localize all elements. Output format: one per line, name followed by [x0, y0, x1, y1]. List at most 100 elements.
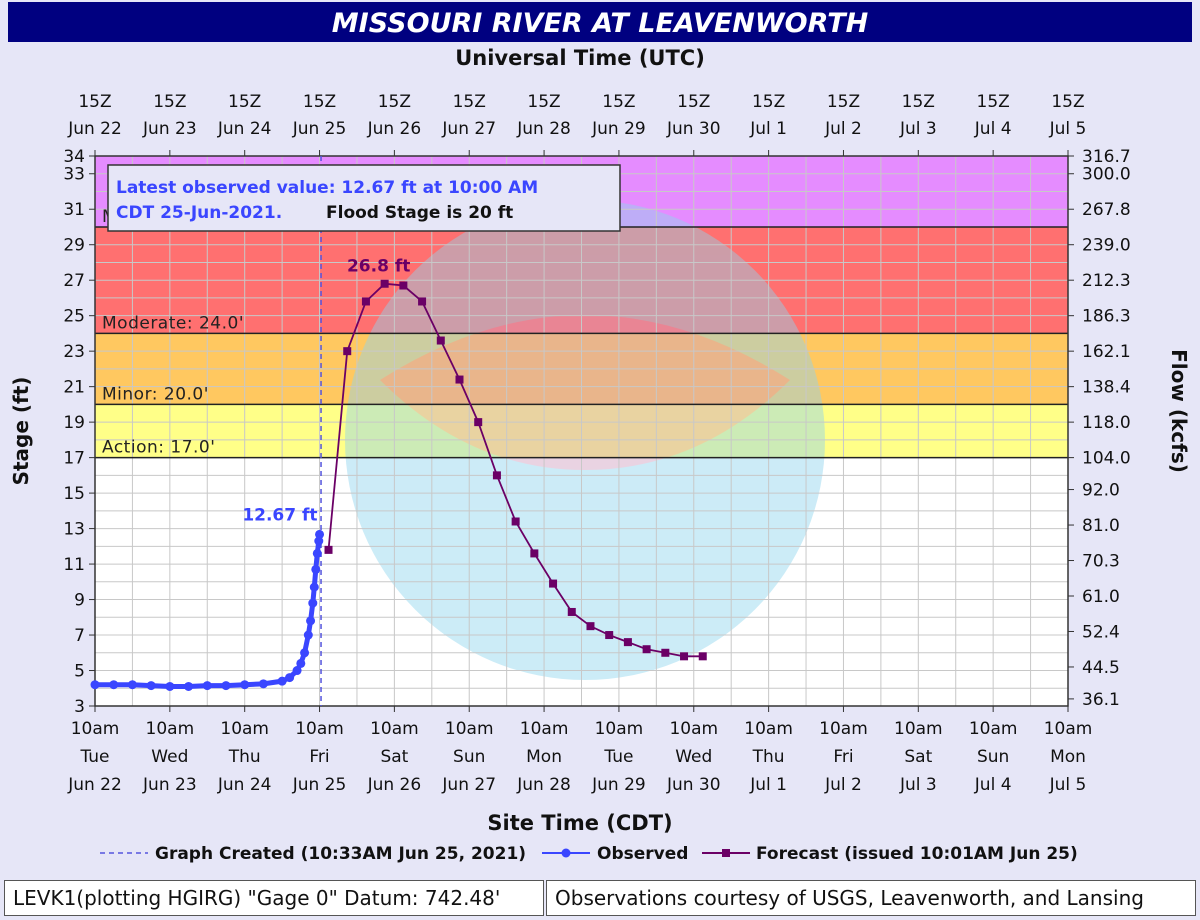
left-tick-label: 7	[74, 626, 85, 646]
observed-point	[309, 582, 319, 592]
top-tick-date: Jul 3	[899, 119, 937, 139]
bottom-axis-title: Site Time (CDT)	[487, 811, 672, 835]
forecast-point	[605, 631, 614, 640]
legend-observed-label: Observed	[597, 844, 688, 864]
top-tick-hour: 15Z	[527, 92, 560, 112]
forecast-point	[567, 607, 576, 616]
forecast-point	[530, 549, 539, 558]
stage-line-label-1: Minor: 20.0'	[102, 384, 209, 404]
stage-line-label-0: Action: 17.0'	[102, 438, 215, 458]
top-tick-hour: 15Z	[303, 92, 336, 112]
stage-line-label-2: Moderate: 24.0'	[102, 313, 244, 333]
bottom-tick-hour: 10am	[744, 719, 793, 739]
bottom-tick-weekday: Fri	[833, 747, 853, 767]
watermark-bird	[380, 315, 790, 470]
left-tick-label: 21	[63, 378, 85, 398]
legend-observed-marker	[561, 848, 571, 858]
info-box-line2b: Flood Stage is 20 ft	[326, 203, 513, 223]
left-tick-label: 23	[63, 342, 85, 362]
top-tick-hour: 15Z	[977, 92, 1010, 112]
bottom-tick-hour: 10am	[71, 719, 120, 739]
observed-point	[285, 673, 295, 683]
top-tick-hour: 15Z	[1051, 92, 1084, 112]
bottom-tick-hour: 10am	[969, 719, 1018, 739]
right-tick-label: 70.3	[1082, 552, 1120, 572]
top-axis-title: Universal Time (UTC)	[455, 46, 705, 70]
observed-point	[306, 616, 316, 626]
peak-label: 26.8 ft	[347, 257, 410, 277]
top-tick-date: Jun 27	[441, 119, 496, 139]
observed-point	[221, 681, 231, 691]
bottom-tick-date: Jun 29	[591, 775, 646, 795]
top-tick-date: Jul 5	[1049, 119, 1087, 139]
bottom-tick-weekday: Wed	[151, 747, 188, 767]
top-tick-date: Jun 26	[367, 119, 422, 139]
bottom-tick-hour: 10am	[220, 719, 269, 739]
left-tick-label: 9	[74, 591, 85, 611]
observed-point	[296, 658, 306, 668]
observed-point	[165, 681, 175, 691]
legend-forecast-marker	[722, 849, 730, 857]
top-tick-hour: 15Z	[902, 92, 935, 112]
forecast-point	[511, 517, 520, 526]
observed-point	[303, 630, 313, 640]
left-tick-label: 33	[63, 165, 85, 185]
right-axis-title: Flow (kcfs)	[1167, 349, 1191, 473]
forecast-point	[623, 638, 632, 647]
observed-point	[127, 680, 137, 690]
forecast-point	[399, 281, 408, 290]
bottom-tick-weekday: Fri	[309, 747, 329, 767]
right-tick-label: 186.3	[1082, 307, 1131, 327]
top-tick-hour: 15Z	[677, 92, 710, 112]
right-tick-label: 267.8	[1082, 200, 1131, 220]
left-tick-label: 11	[63, 555, 85, 575]
forecast-point	[418, 297, 427, 306]
right-tick-label: 162.1	[1082, 342, 1131, 362]
bottom-tick-date: Jun 26	[367, 775, 422, 795]
left-tick-label: 27	[63, 271, 85, 291]
bottom-tick-date: Jun 28	[516, 775, 571, 795]
left-tick-label: 15	[63, 484, 85, 504]
forecast-point	[343, 347, 352, 356]
bottom-tick-date: Jun 23	[142, 775, 197, 795]
left-tick-label: 5	[74, 662, 85, 682]
top-tick-date: Jul 4	[974, 119, 1012, 139]
right-tick-label: 239.0	[1082, 236, 1131, 256]
observed-point	[90, 680, 100, 690]
top-tick-date: Jul 1	[749, 119, 787, 139]
forecast-point	[361, 297, 370, 306]
observed-point	[292, 666, 302, 676]
right-tick-label: 138.4	[1082, 378, 1131, 398]
forecast-point	[492, 471, 501, 480]
bottom-tick-hour: 10am	[146, 719, 195, 739]
right-tick-label: 104.0	[1082, 449, 1131, 469]
bottom-tick-date: Jul 5	[1049, 775, 1087, 795]
forecast-point	[380, 279, 389, 288]
bottom-tick-weekday: Sun	[453, 747, 485, 767]
bottom-tick-weekday: Thu	[228, 747, 261, 767]
left-axis-title: Stage (ft)	[9, 377, 33, 486]
footer-courtesy: Observations courtesy of USGS, Leavenwor…	[546, 880, 1196, 916]
left-tick-label: 29	[63, 236, 85, 256]
hydrograph-chart: MISSOURI RIVER AT LEAVENWORTH Universal T…	[8, 2, 1192, 864]
bottom-tick-weekday: Wed	[675, 747, 712, 767]
legend-forecast-label: Forecast (issued 10:01AM Jun 25)	[756, 844, 1078, 864]
right-tick-label: 300.0	[1082, 165, 1131, 185]
top-tick-date: Jun 25	[292, 119, 347, 139]
bottom-tick-date: Jun 24	[217, 775, 272, 795]
bottom-tick-date: Jun 22	[67, 775, 122, 795]
forecast-point	[586, 622, 595, 631]
right-tick-label: 36.1	[1082, 690, 1120, 710]
right-tick-label: 118.0	[1082, 413, 1131, 433]
bottom-tick-hour: 10am	[295, 719, 344, 739]
right-tick-label: 212.3	[1082, 271, 1131, 291]
bottom-tick-hour: 10am	[445, 719, 494, 739]
forecast-point	[661, 648, 670, 657]
forecast-point	[549, 579, 558, 588]
bottom-tick-hour: 10am	[819, 719, 868, 739]
forecast-point	[324, 545, 333, 554]
observed-point	[240, 680, 250, 690]
observed-point	[258, 679, 268, 689]
bottom-tick-date: Jul 3	[899, 775, 937, 795]
